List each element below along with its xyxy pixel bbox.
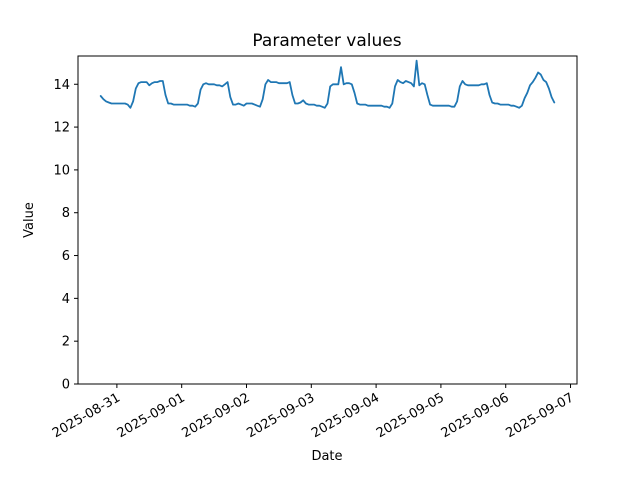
x-tick-label: 2025-09-06 (439, 390, 512, 441)
x-tick-label: 2025-09-04 (309, 390, 382, 441)
y-axis-ticks: 0 2 4 6 8 10 12 14 (53, 78, 78, 393)
y-tick-label: 8 (62, 206, 70, 221)
x-axis-label: Date (311, 449, 342, 464)
chart-title: Parameter values (252, 31, 401, 51)
plot-border (77, 55, 578, 385)
x-tick-label: 2025-09-05 (374, 390, 447, 441)
y-tick-label: 10 (53, 163, 70, 178)
y-tick-label: 2 (62, 335, 70, 350)
x-tick-label: 2025-09-01 (115, 390, 188, 441)
series-line (99, 59, 556, 109)
y-tick-label: 4 (62, 292, 70, 307)
x-tick-label: 2025-09-02 (180, 390, 253, 441)
x-tick-label: 2025-09-07 (504, 390, 577, 441)
y-tick-label: 6 (62, 249, 70, 264)
x-axis-ticks: 2025-08-312025-09-012025-09-022025-09-03… (50, 384, 577, 441)
y-tick-label: 14 (53, 78, 70, 93)
y-axis-label: Value (22, 202, 37, 238)
y-tick-label: 12 (53, 121, 70, 136)
x-tick-label: 2025-09-03 (244, 390, 317, 441)
x-tick-label: 2025-08-31 (50, 390, 123, 441)
y-tick-label: 0 (62, 378, 70, 393)
